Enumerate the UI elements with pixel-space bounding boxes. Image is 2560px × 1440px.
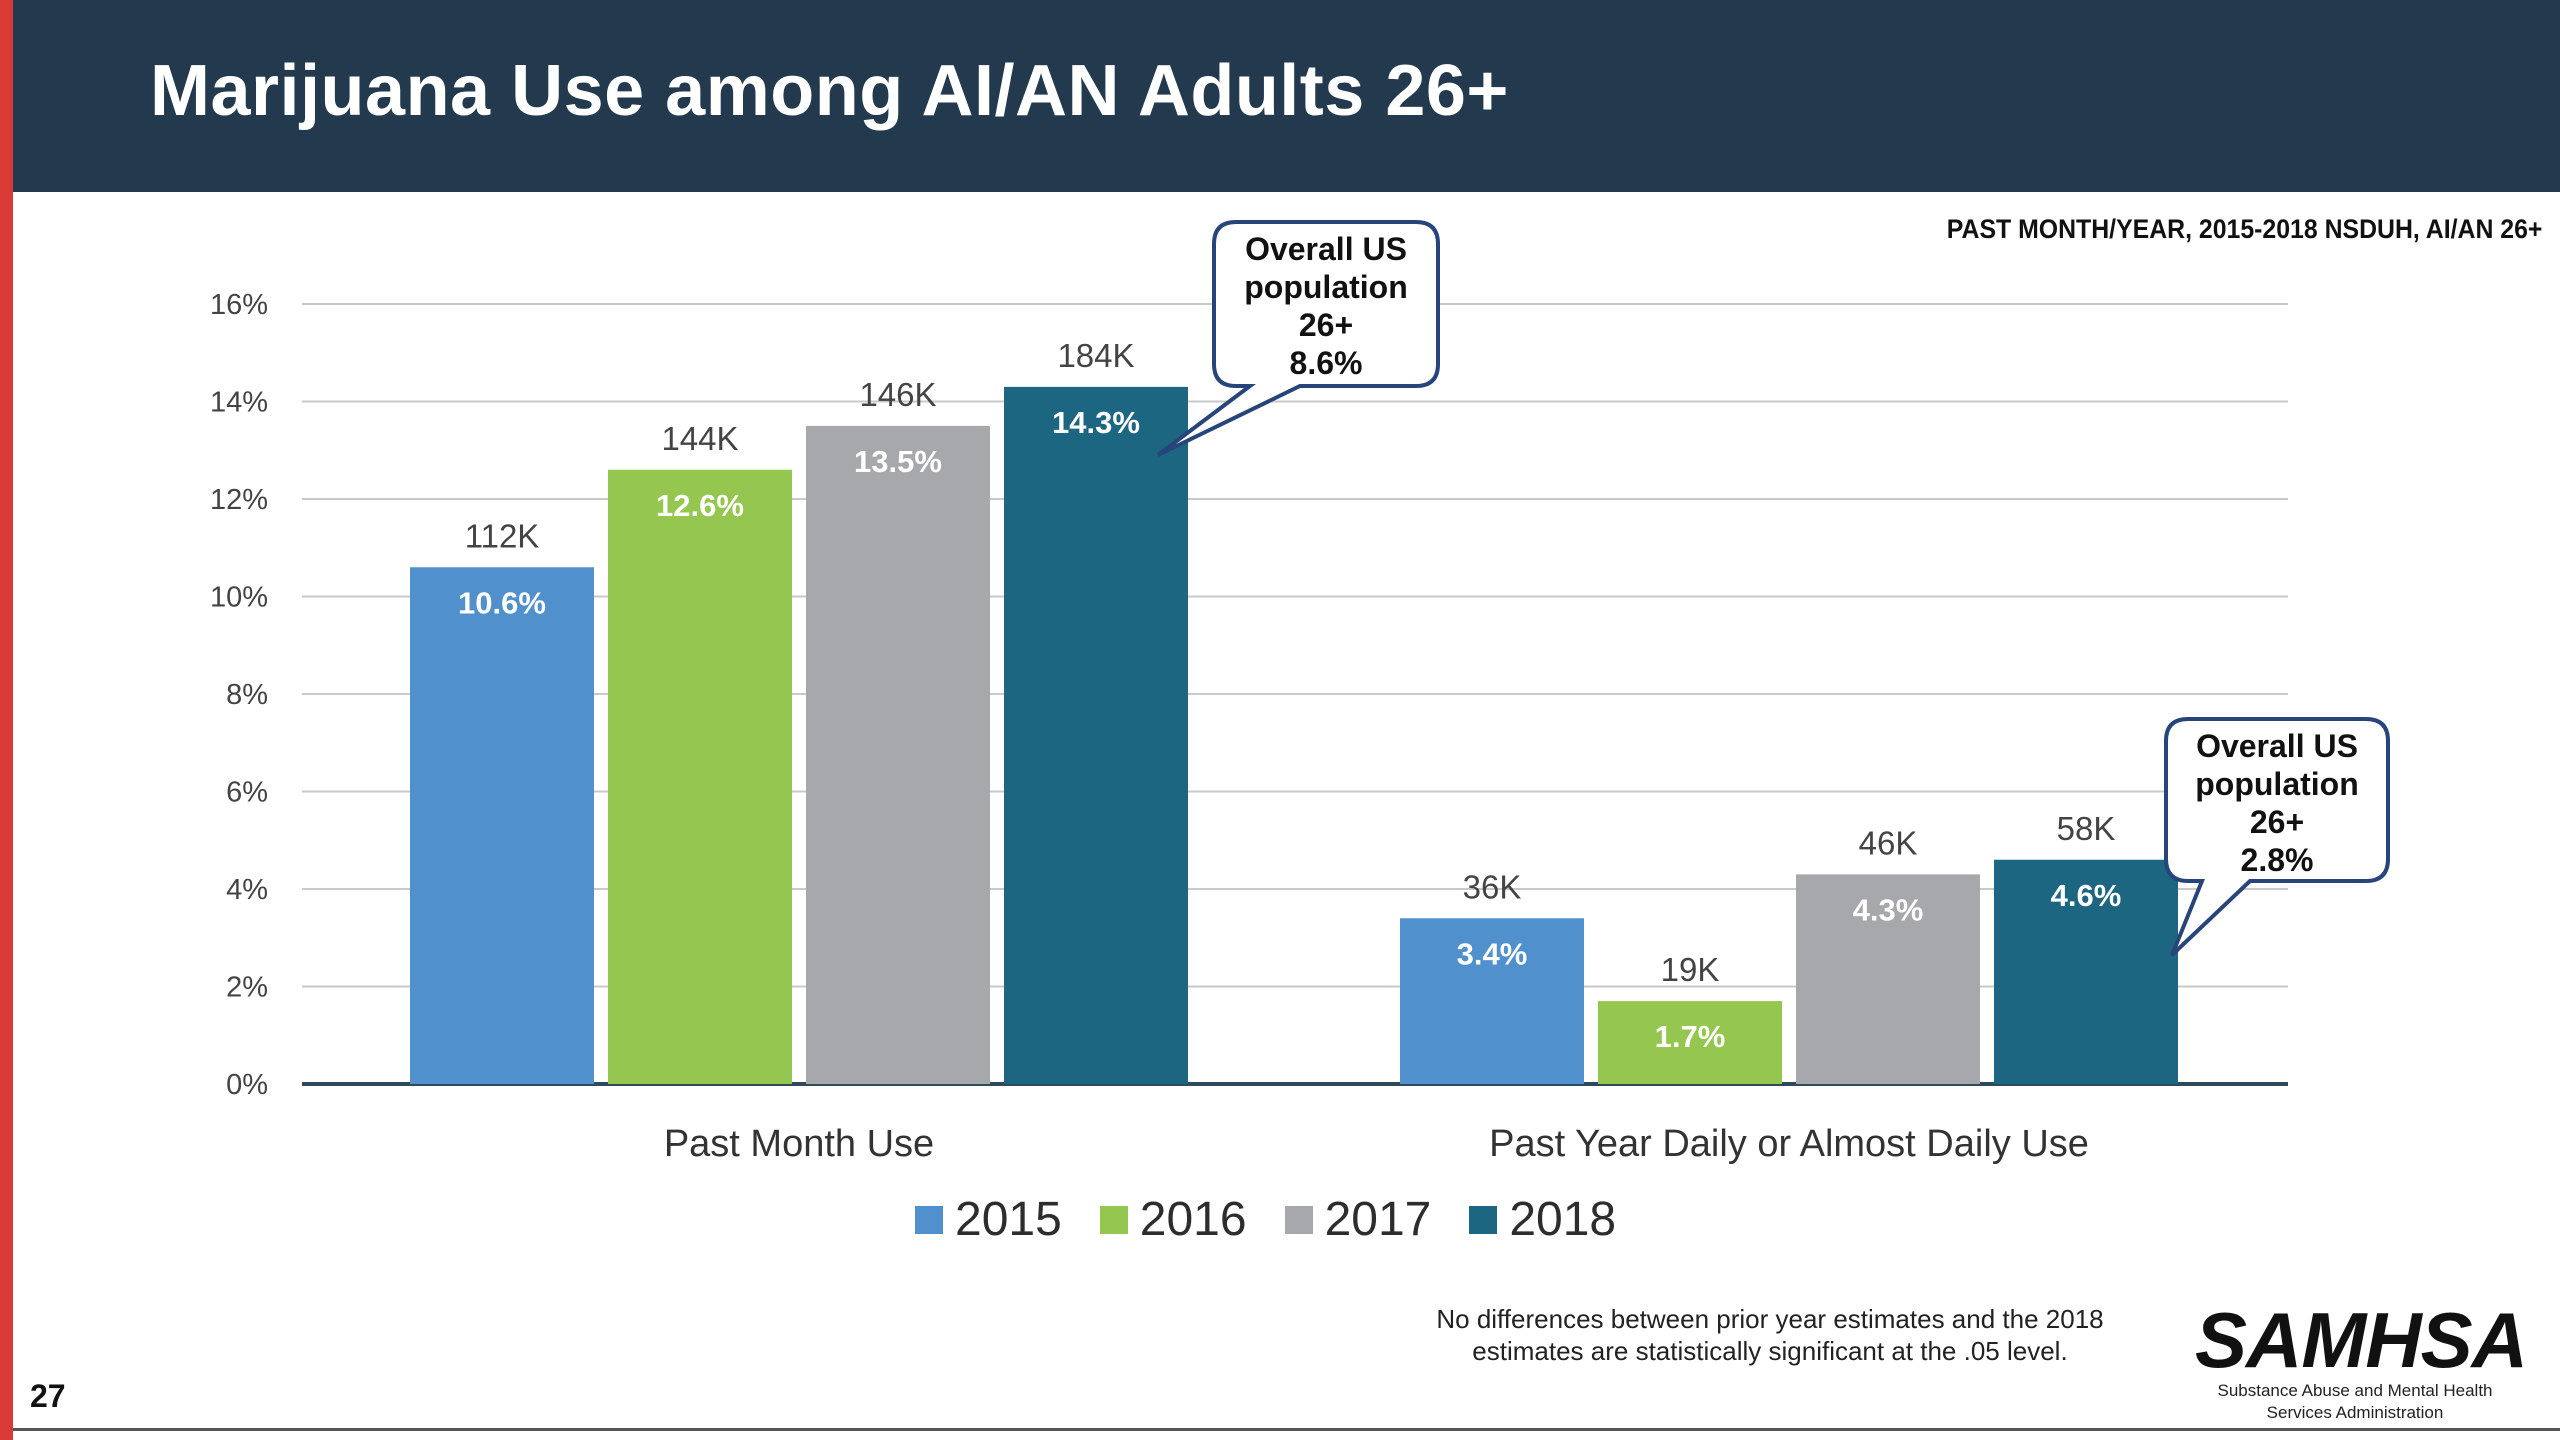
callout-text-line: Overall US	[1245, 231, 1407, 267]
bar-count-label: 19K	[1661, 951, 1720, 988]
bar-count-label: 58K	[2057, 810, 2116, 847]
legend-swatch	[1469, 1205, 1498, 1234]
accent-bar	[0, 0, 13, 1440]
y-tick-label: 12%	[210, 484, 268, 516]
bar	[1994, 859, 2178, 1084]
y-tick-label: 8%	[226, 679, 268, 711]
logo-subtitle-line1: Substance Abuse and Mental Health	[2217, 1381, 2493, 1400]
bar-value-label: 10.6%	[458, 585, 546, 620]
source-note: PAST MONTH/YEAR, 2015-2018 NSDUH, AI/AN …	[1946, 214, 2542, 244]
legend-swatch	[915, 1205, 943, 1234]
samhsa-logo: SAMHSA Substance Abuse and Mental Health…	[2195, 1296, 2528, 1424]
legend-item: 2018	[1469, 1192, 1616, 1247]
bottom-divider	[13, 1428, 2560, 1431]
slide-title: Marijuana Use among AI/AN Adults 26+	[150, 51, 1509, 131]
y-tick-label: 4%	[226, 874, 268, 906]
legend-swatch	[1284, 1205, 1313, 1234]
legend-item: 2015	[915, 1192, 1062, 1247]
bar-count-label: 112K	[465, 517, 540, 554]
callout-text-line: 26+	[1299, 307, 1353, 343]
logo-wordmark: SAMHSA	[2195, 1296, 2528, 1384]
category-label: Past Month Use	[664, 1123, 934, 1165]
bar-value-label: 3.4%	[1457, 936, 1528, 971]
page-number: 27	[30, 1378, 66, 1414]
y-tick-label: 0%	[226, 1069, 268, 1101]
logo-subtitle-line2: Services Administration	[2266, 1403, 2444, 1422]
y-tick-label: 2%	[226, 972, 268, 1004]
y-tick-label: 10%	[210, 582, 268, 614]
bar-value-label: 1.7%	[1655, 1019, 1726, 1054]
bar	[410, 567, 594, 1084]
callout-text-line: 2.8%	[2241, 842, 2314, 878]
bar-value-label: 12.6%	[656, 488, 744, 523]
callout-text-line: 8.6%	[1290, 345, 1363, 381]
bar-chart: 0% 2% 4% 6% 8% 10% 12% 14% 16% 10.6% 112K 12.6% 144K…	[210, 220, 2390, 1165]
callout-text-line: 26+	[2250, 804, 2304, 840]
callout-text-line: population	[2195, 766, 2359, 802]
bar-value-label: 14.3%	[1052, 405, 1140, 440]
bar-count-label: 144K	[661, 420, 738, 457]
legend-item: 2016	[1099, 1192, 1247, 1247]
legend-swatch	[1099, 1205, 1128, 1234]
bar-count-label: 184K	[1057, 337, 1134, 374]
bar	[1004, 386, 1188, 1084]
bar	[608, 469, 792, 1084]
chart-legend: 2015 2016 2017 2018	[915, 1192, 1616, 1247]
y-tick-label: 16%	[210, 289, 268, 321]
callout-bubble	[1156, 220, 1440, 457]
category-label: Past Year Daily or Almost Daily Use	[1489, 1123, 2089, 1165]
legend-label: 2015	[955, 1193, 1062, 1246]
bar-value-label: 4.3%	[1853, 892, 1924, 927]
bar-count-label: 46K	[1859, 824, 1918, 861]
legend-label: 2018	[1509, 1193, 1617, 1246]
callout-bubble	[2164, 717, 2390, 957]
bar-value-label: 4.6%	[2051, 878, 2122, 913]
bar	[1796, 874, 1980, 1084]
bar-count-label: 146K	[859, 376, 936, 413]
callout-text-line: Overall US	[2196, 728, 2358, 764]
bar-count-label: 36K	[1463, 868, 1522, 905]
bar	[1400, 918, 1584, 1084]
bar	[1598, 1001, 1782, 1084]
bar-value-label: 13.5%	[854, 444, 942, 479]
y-tick-label: 14%	[210, 387, 268, 419]
callout-text-line: population	[1244, 269, 1408, 305]
legend-label: 2017	[1324, 1193, 1432, 1246]
title-banner	[13, 0, 2560, 192]
bar	[806, 425, 990, 1084]
legend-item: 2017	[1284, 1192, 1432, 1247]
y-tick-label: 6%	[226, 777, 268, 809]
legend-label: 2016	[1139, 1193, 1247, 1246]
footnote: No differences between prior year estima…	[1436, 1304, 2104, 1366]
